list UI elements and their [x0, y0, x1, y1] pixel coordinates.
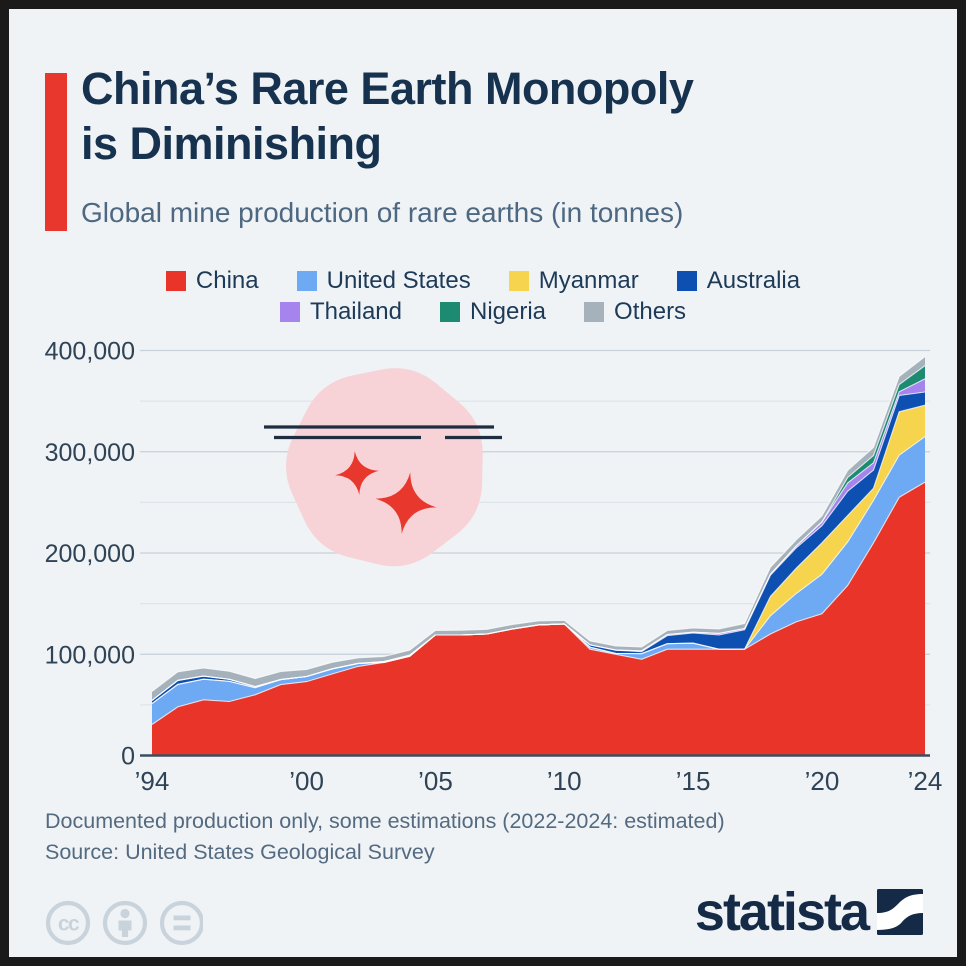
legend-item-nigeria: Nigeria [440, 298, 546, 326]
statista-wordmark: statista [694, 882, 870, 942]
area-nigeria [152, 365, 925, 701]
x-axis-tick-label: ’10 [547, 766, 582, 796]
x-axis-tick-label: ’20 [805, 766, 840, 796]
legend-label: Myanmar [538, 266, 639, 294]
legend-item-china: China [165, 266, 259, 295]
statista-mark-icon [877, 889, 923, 935]
legend-label: United States [326, 266, 471, 294]
area-others [152, 356, 925, 701]
footnote-text: Documented production only, some estimat… [45, 809, 725, 833]
legend-swatch [508, 270, 529, 291]
attribution-icon [102, 900, 148, 946]
legend-label: Nigeria [470, 297, 547, 325]
title-line-2: is Diminishing [81, 118, 382, 169]
y-axis-tick-label: 300,000 [45, 439, 135, 467]
statista-logo: statista [694, 882, 923, 942]
title-line-1: China’s Rare Earth Monopoly [81, 63, 694, 114]
area-top-edge [151, 378, 926, 701]
legend-item-myanmar: Myanmar [508, 266, 639, 295]
x-axis-tick-label: ’05 [418, 766, 453, 796]
y-axis-tick-label: 0 [121, 743, 135, 771]
gem-decoration [264, 368, 502, 567]
legend-swatch [279, 301, 300, 322]
title-accent-bar [45, 73, 67, 231]
legend-label: China [195, 266, 259, 294]
x-axis-tick-label: ’94 [135, 766, 170, 796]
y-axis-tick-label: 100,000 [45, 641, 135, 669]
gem-blob [285, 368, 483, 567]
y-axis-tick-label: 200,000 [45, 540, 135, 568]
legend-item-united-states: United States [296, 266, 471, 295]
legend-swatch [676, 270, 697, 291]
area-top-edge [151, 404, 926, 705]
legend-swatch [584, 301, 605, 322]
legend-swatch [440, 301, 460, 322]
area-top-edge [151, 436, 926, 705]
legend-row-2: Thailand Nigeria Others [9, 296, 957, 327]
chart-subtitle: Global mine production of rare earths (i… [81, 197, 684, 228]
area-top-edge [151, 365, 926, 701]
legend-swatch [296, 270, 317, 291]
area-top-edge [151, 481, 926, 725]
sparkle-large-icon [375, 472, 437, 534]
area-china [152, 482, 925, 756]
legend-row-1: China United States Myanmar Australia [9, 265, 957, 296]
legend-item-thailand: Thailand [279, 297, 402, 326]
legend-label: Australia [706, 266, 801, 294]
chart-legend: China United States Myanmar Australia Thail… [9, 265, 957, 327]
license-icons: cc [45, 897, 205, 954]
source-text: Source: United States Geological Survey [45, 840, 435, 864]
legend-label: Thailand [309, 297, 402, 325]
area-united-states [152, 436, 925, 725]
equals-icon [159, 900, 205, 946]
legend-label: Others [614, 297, 687, 325]
x-axis-tick-label: ’00 [289, 766, 324, 796]
svg-text:cc: cc [58, 913, 80, 936]
area-thailand [152, 378, 925, 701]
cc-icon: cc [45, 900, 91, 946]
page-title: China’s Rare Earth Monopoly is Diminishi… [81, 61, 694, 171]
legend-item-australia: Australia [676, 266, 801, 295]
area-top-edge [151, 391, 926, 701]
area-myanmar [152, 405, 925, 704]
legend-swatch [165, 270, 186, 291]
area-top-edge [151, 356, 926, 692]
x-axis-tick-label: ’15 [676, 766, 711, 796]
x-axis-tick-label: ’24 [908, 766, 943, 796]
legend-item-others: Others [584, 298, 686, 326]
sparkle-small-icon [335, 451, 379, 495]
y-axis-tick-label: 400,000 [45, 338, 135, 366]
area-australia [152, 392, 925, 704]
